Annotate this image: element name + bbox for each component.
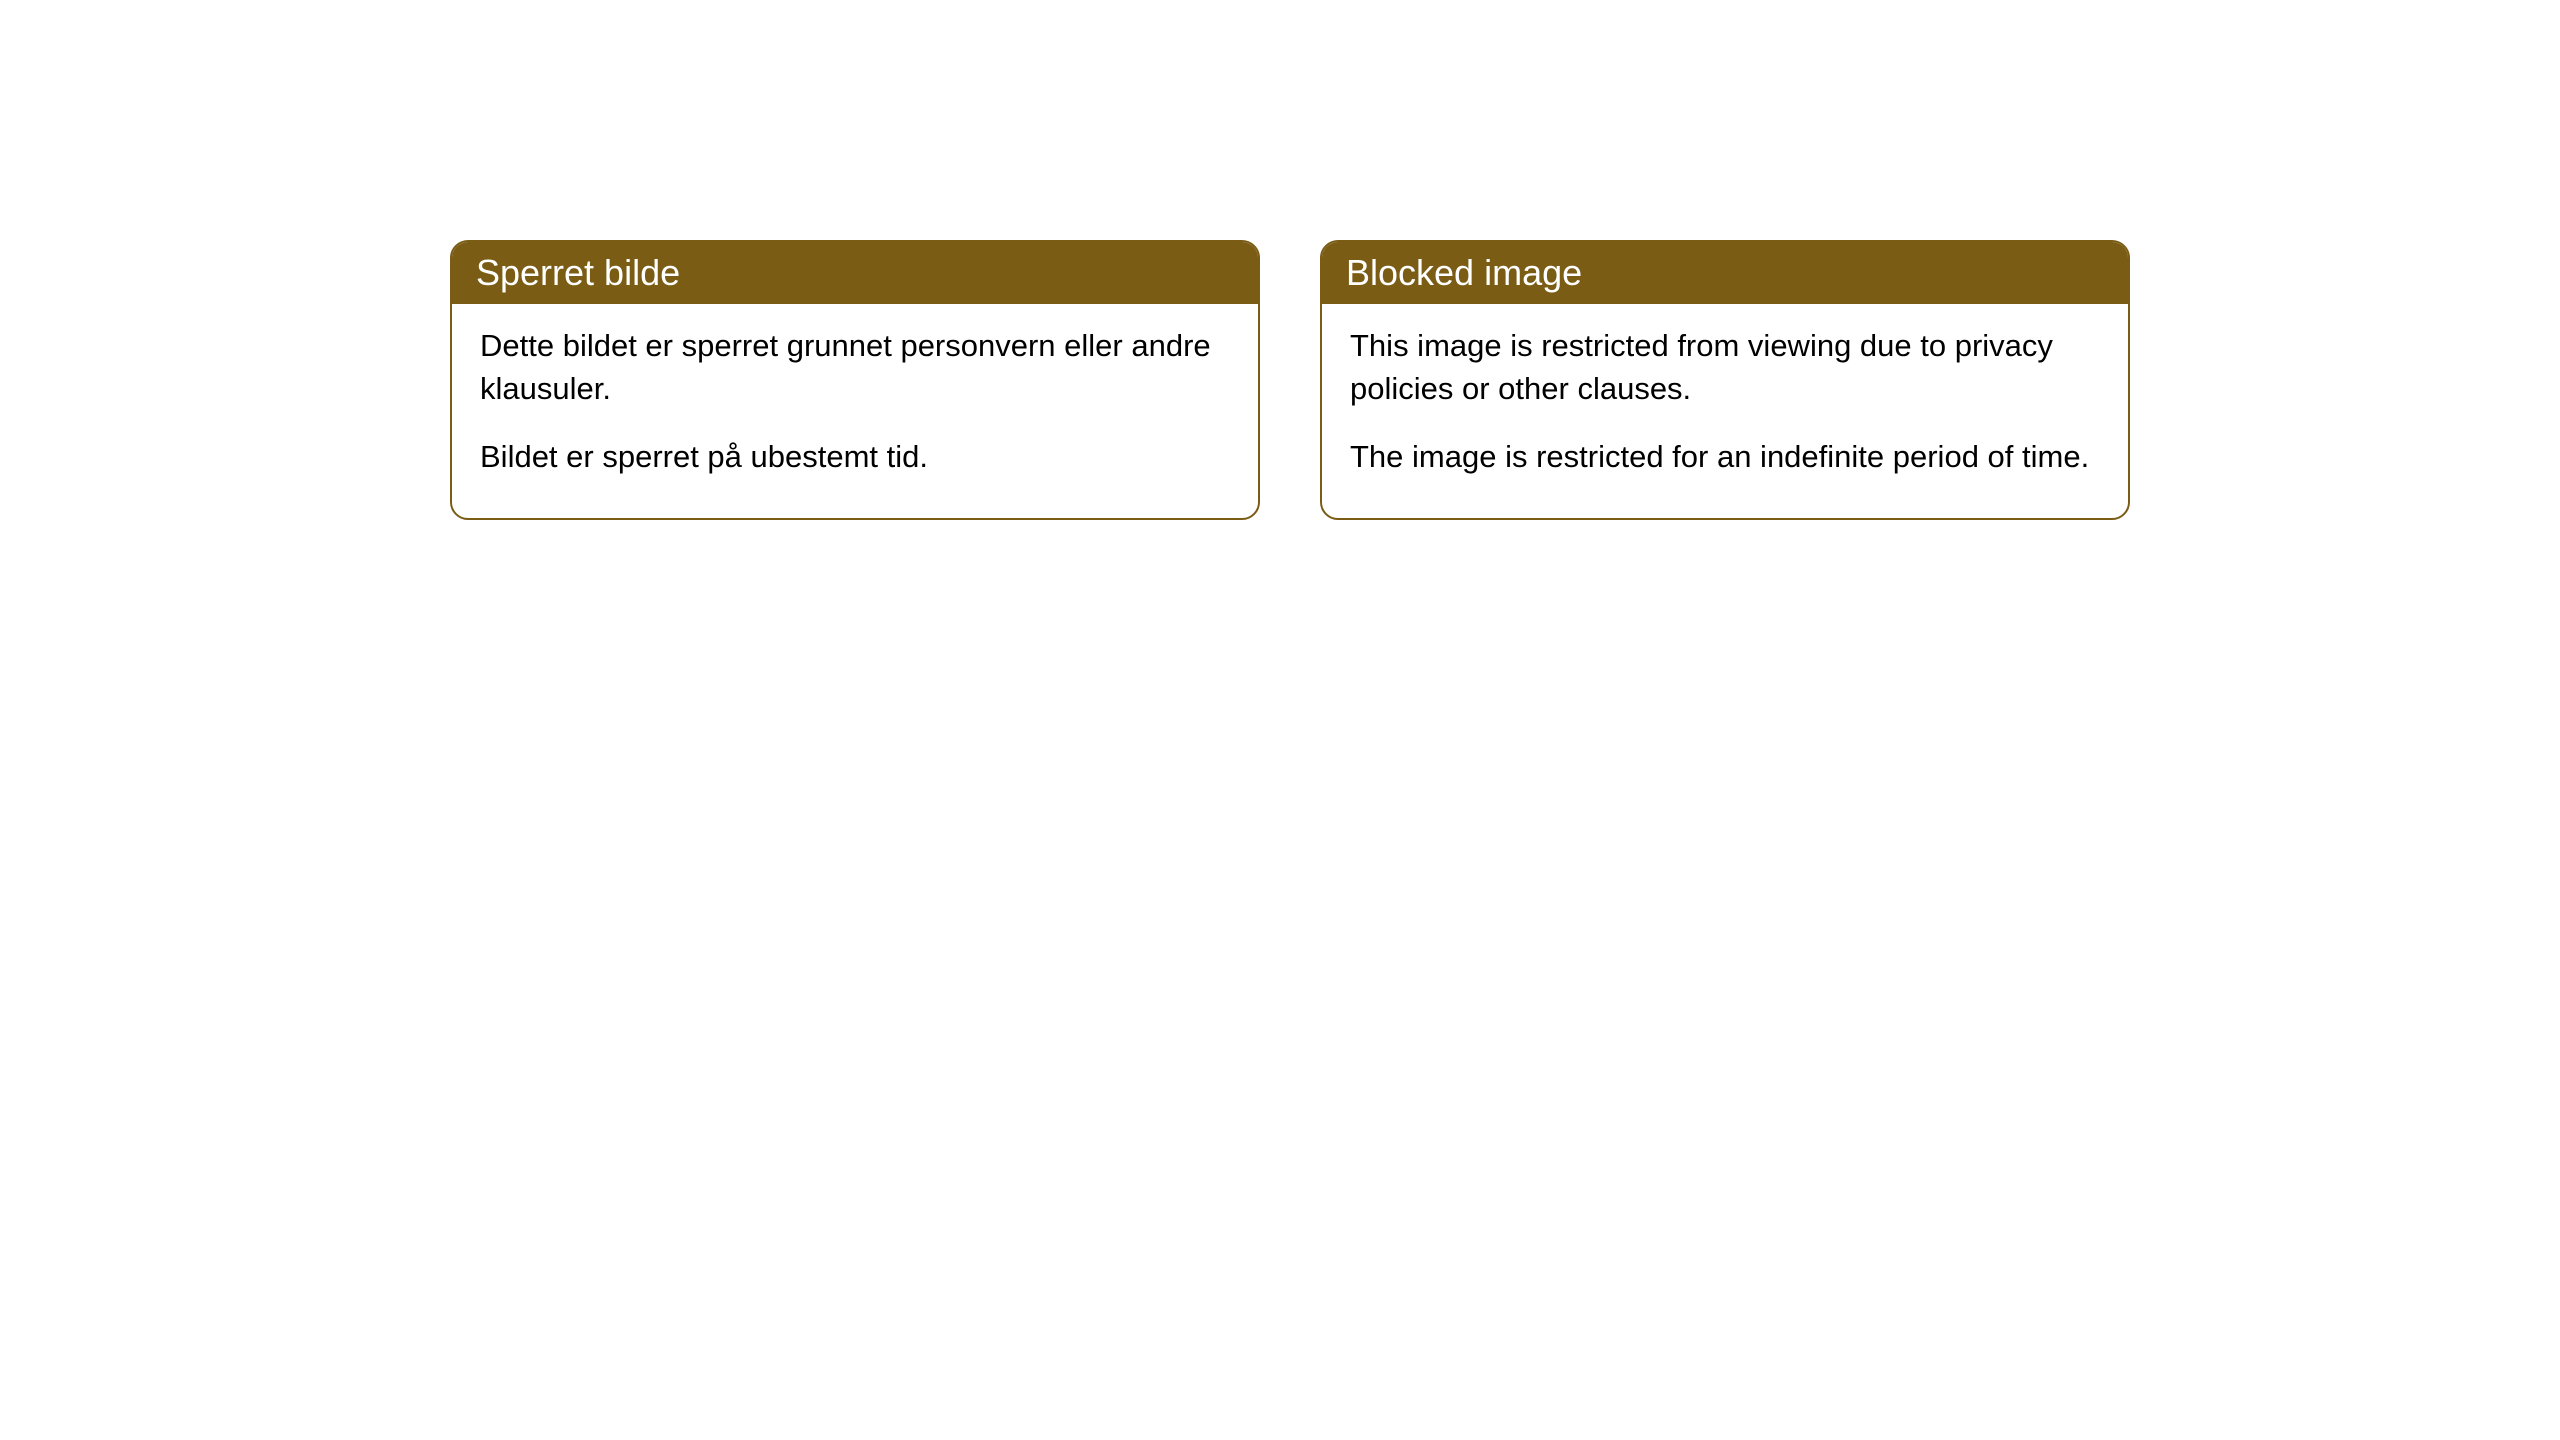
blocked-image-card-no: Sperret bilde Dette bildet er sperret gr… <box>450 240 1260 520</box>
card-body: This image is restricted from viewing du… <box>1322 304 2128 518</box>
card-title: Sperret bilde <box>476 252 680 293</box>
card-title: Blocked image <box>1346 252 1582 293</box>
card-paragraph: Dette bildet er sperret grunnet personve… <box>480 324 1230 411</box>
card-paragraph: This image is restricted from viewing du… <box>1350 324 2100 411</box>
card-header: Blocked image <box>1322 242 2128 304</box>
card-header: Sperret bilde <box>452 242 1258 304</box>
card-paragraph: Bildet er sperret på ubestemt tid. <box>480 435 1230 478</box>
card-paragraph: The image is restricted for an indefinit… <box>1350 435 2100 478</box>
cards-container: Sperret bilde Dette bildet er sperret gr… <box>450 240 2130 520</box>
blocked-image-card-en: Blocked image This image is restricted f… <box>1320 240 2130 520</box>
card-body: Dette bildet er sperret grunnet personve… <box>452 304 1258 518</box>
